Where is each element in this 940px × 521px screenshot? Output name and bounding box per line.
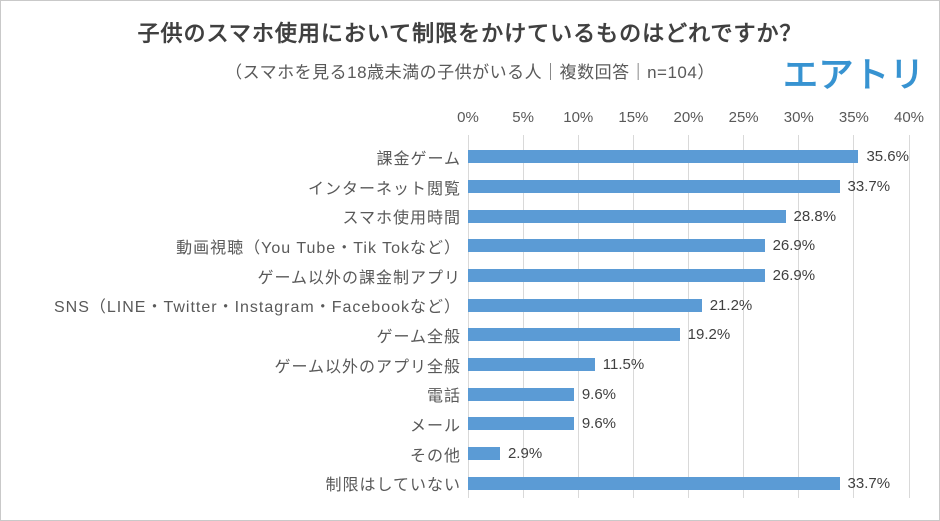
bar — [468, 447, 500, 461]
bar-row: 35.6% — [468, 142, 909, 172]
x-axis-tick-label: 40% — [893, 109, 925, 126]
gridline — [632, 135, 634, 498]
bar-rows: 35.6% 33.7% 28.8% 26.9% 26.9% 21.2% 19.2% 11.5%… — [468, 142, 909, 498]
category-axis: 課金ゲームインターネット閲覧スマホ使用時間動画視聴（You Tube・Tik T… — [7, 142, 461, 498]
category-label: ゲーム以外のアプリ全般 — [274, 358, 461, 376]
bar — [468, 298, 702, 312]
x-axis-tick-label: 5% — [512, 109, 534, 126]
gridline — [688, 135, 689, 498]
category-label: 電話 — [426, 388, 461, 406]
bar-row: 26.9% — [468, 261, 909, 291]
value-label: 35.6% — [866, 148, 909, 166]
bar — [468, 358, 595, 372]
bar-row: 33.7% — [468, 172, 909, 202]
chart-title: 子供のスマホ使用において制限をかけているものはどれですか？ — [137, 21, 803, 46]
bar-row: 11.5% — [468, 350, 909, 380]
x-axis-tick-label: 30% — [783, 109, 814, 126]
category-label: 動画視聴（You Tube・Tik Tokなど） — [176, 239, 461, 257]
value-label: 28.8% — [793, 207, 837, 225]
chart-subtitle: （スマホを見る18歳未満の子供がいる人｜複数回答｜n=104） — [225, 63, 715, 82]
bar — [468, 387, 574, 401]
x-axis-tick-label: 20% — [673, 109, 704, 126]
category-label: メール — [409, 417, 461, 435]
bar-row: 9.6% — [468, 409, 909, 439]
bar-row: 9.6% — [468, 379, 909, 409]
bar-row: 26.9% — [468, 231, 909, 261]
category-label: 制限はしていない — [325, 477, 461, 495]
gridline — [743, 135, 745, 498]
bar — [468, 417, 574, 431]
value-label: 21.2% — [709, 296, 753, 314]
category-label: ゲーム以外の課金制アプリ — [257, 269, 461, 287]
x-axis-tick-label: 15% — [618, 109, 649, 126]
category-label: SNS（LINE・Twitter・Instagram・Facebookなど） — [54, 299, 461, 317]
value-label: 33.7% — [847, 178, 891, 195]
bar — [468, 269, 765, 283]
plot-area: 35.6% 33.7% 28.8% 26.9% 26.9% 21.2% 19.2% 11.5%… — [467, 135, 910, 498]
gridline — [798, 135, 800, 498]
category-label: その他 — [409, 447, 461, 465]
value-label: 26.9% — [772, 267, 816, 285]
gridline — [522, 135, 524, 498]
value-label: 9.6% — [581, 415, 617, 433]
category-label: スマホ使用時間 — [342, 210, 461, 228]
value-label: 11.5% — [602, 356, 645, 374]
bar-row: 33.7% — [468, 468, 909, 498]
gridline — [467, 135, 469, 498]
value-label: 26.9% — [772, 237, 816, 255]
x-axis-tick-label: 0% — [457, 109, 479, 126]
bar-row: 28.8% — [468, 201, 909, 231]
value-label: 2.9% — [507, 445, 543, 463]
x-axis-labels: 0% 5% 10% 15% 20% 25% 30% 35% 40% — [457, 109, 924, 131]
gridline — [908, 135, 910, 498]
bar — [468, 180, 840, 193]
gridline — [853, 135, 855, 498]
x-axis-tick-label: 10% — [563, 109, 594, 126]
category-label: インターネット閲覧 — [307, 180, 461, 198]
category-label: ゲーム全般 — [376, 328, 461, 346]
airtrip-logo: エアトリ — [782, 56, 925, 95]
bar-row: 19.2% — [468, 320, 909, 350]
bar — [468, 239, 765, 253]
x-axis-tick-label: 25% — [728, 109, 759, 126]
value-label: 9.6% — [581, 385, 617, 403]
category-label: 課金ゲーム — [376, 150, 461, 168]
bar-row: 21.2% — [468, 290, 909, 320]
gridline — [577, 135, 579, 498]
value-label: 33.7% — [847, 474, 891, 492]
bar — [468, 150, 859, 164]
value-label: 19.2% — [687, 326, 731, 344]
bar — [468, 476, 840, 490]
x-axis-tick-label: 35% — [838, 109, 869, 126]
bar — [468, 328, 680, 342]
bar — [468, 209, 786, 223]
bar-row: 2.9% — [468, 439, 909, 469]
